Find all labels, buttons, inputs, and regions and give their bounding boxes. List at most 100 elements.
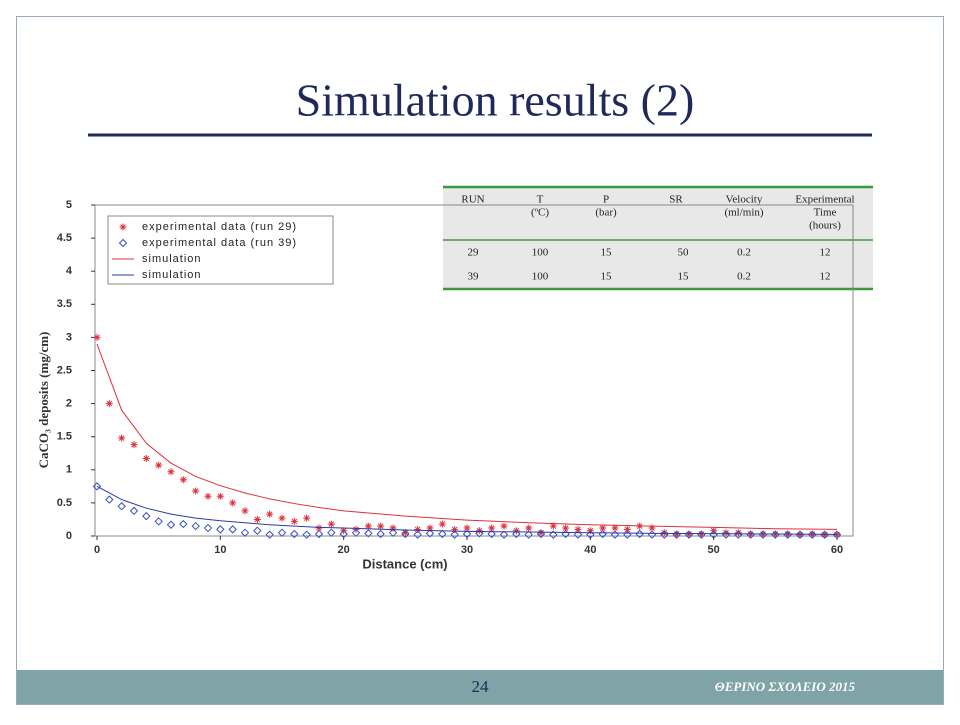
- diamond-marker: [586, 530, 595, 539]
- slide-title: Simulation results (2): [296, 75, 695, 126]
- table-cell: 39: [468, 271, 480, 283]
- y-tick-label: 0: [66, 530, 72, 542]
- asterisk-marker: [734, 529, 742, 537]
- asterisk-marker: [303, 514, 311, 522]
- table-cell: 100: [532, 271, 549, 283]
- diamond-marker: [475, 529, 484, 538]
- x-tick-label: 20: [338, 544, 350, 556]
- diamond-marker: [142, 511, 151, 521]
- asterisk-marker: [623, 525, 631, 533]
- table-cell: 15: [601, 271, 613, 283]
- diamond-marker: [808, 530, 817, 539]
- diamond-marker: [512, 529, 521, 539]
- diamond-marker: [499, 530, 509, 539]
- diamond-marker: [105, 495, 114, 504]
- y-axis-label: CaCO₃ deposits (mg/cm): [36, 332, 51, 469]
- x-tick-label: 50: [708, 544, 720, 556]
- diamond-marker: [524, 530, 533, 539]
- x-tick-label: 40: [584, 544, 596, 556]
- x-tick-label: 60: [831, 544, 843, 556]
- asterisk-marker: [401, 529, 409, 537]
- asterisk-marker: [438, 520, 446, 528]
- table-header: RUN: [461, 194, 484, 206]
- asterisk-marker: [549, 522, 557, 530]
- diamond-marker: [253, 526, 262, 535]
- asterisk-marker: [414, 525, 422, 533]
- table-cell: 100: [532, 247, 549, 259]
- diamond-marker: [265, 530, 274, 539]
- y-tick-label: 3.5: [57, 298, 72, 310]
- asterisk-marker: [525, 524, 533, 532]
- diamond-marker: [573, 530, 583, 539]
- diamond-marker: [166, 520, 176, 529]
- table-cell: 12: [820, 247, 831, 259]
- y-tick-label: 2: [66, 398, 72, 410]
- asterisk-marker: [179, 476, 187, 484]
- table-header: (bar): [595, 207, 617, 219]
- diamond-marker: [240, 528, 250, 537]
- table-header: Experimental: [795, 194, 854, 206]
- x-tick-label: 30: [461, 544, 473, 556]
- asterisk-marker: [241, 507, 249, 515]
- asterisk-marker: [315, 524, 323, 532]
- table-cell: 15: [678, 271, 690, 283]
- asterisk-marker: [167, 468, 175, 476]
- asterisk-marker: [155, 461, 163, 469]
- diamond-marker: [783, 530, 792, 539]
- asterisk-marker: [500, 522, 508, 530]
- table-header: SR: [669, 194, 683, 206]
- table-cell: 29: [468, 247, 480, 259]
- asterisk-marker: [142, 455, 150, 463]
- asterisk-marker: [192, 487, 200, 495]
- y-tick-label: 1.5: [57, 431, 72, 443]
- diamond-marker: [438, 529, 447, 539]
- asterisk-marker: [229, 499, 237, 507]
- asterisk-marker: [130, 441, 138, 449]
- legend-label: simulation: [142, 253, 202, 265]
- asterisk-marker: [463, 524, 471, 532]
- asterisk-marker: [377, 522, 385, 530]
- y-tick-label: 0.5: [57, 497, 72, 509]
- asterisk-marker: [451, 525, 459, 533]
- diamond-marker: [339, 529, 348, 539]
- diamond-marker: [536, 529, 546, 539]
- diamond-marker: [228, 525, 237, 534]
- asterisk-marker: [673, 530, 681, 538]
- table-header: Time: [814, 207, 837, 219]
- asterisk-marker: [833, 531, 841, 539]
- diamond-marker: [290, 529, 299, 539]
- table-header: (hours): [809, 220, 841, 232]
- diamond-marker: [401, 529, 410, 539]
- asterisk-marker: [537, 529, 545, 537]
- y-tick-label: 1: [66, 464, 72, 476]
- diamond-marker: [549, 530, 558, 539]
- footer-text: ΘΕΡΙΝΟ ΣΧΟΛΕΙΟ 2015: [715, 679, 856, 694]
- asterisk-marker: [253, 515, 261, 523]
- diamond-marker: [388, 528, 398, 537]
- diamond-marker: [216, 525, 225, 534]
- table-header: Velocity: [726, 194, 763, 206]
- simulation-line: [96, 343, 838, 530]
- diamond-marker: [277, 528, 287, 537]
- table-cell: 12: [820, 271, 831, 283]
- diamond-marker: [795, 530, 805, 539]
- x-axis-label: Distance (cm): [362, 556, 447, 571]
- legend-label: experimental data (run 29): [142, 221, 297, 233]
- diamond-marker: [610, 530, 620, 539]
- y-tick-label: 4: [66, 265, 73, 277]
- diamond-marker: [191, 521, 200, 531]
- y-tick-label: 2.5: [57, 364, 72, 376]
- diamond-marker: [203, 523, 213, 533]
- asterisk-marker: [562, 524, 570, 532]
- table-cell: 15: [601, 247, 613, 259]
- asterisk-marker: [475, 527, 483, 535]
- table-cell: 0.2: [737, 247, 751, 259]
- asterisk-marker: [327, 520, 335, 528]
- table-header: (ml/min): [724, 207, 763, 219]
- asterisk-marker: [426, 524, 434, 532]
- diamond-marker: [832, 530, 842, 539]
- asterisk-marker: [204, 492, 212, 500]
- diamond-marker: [820, 530, 829, 539]
